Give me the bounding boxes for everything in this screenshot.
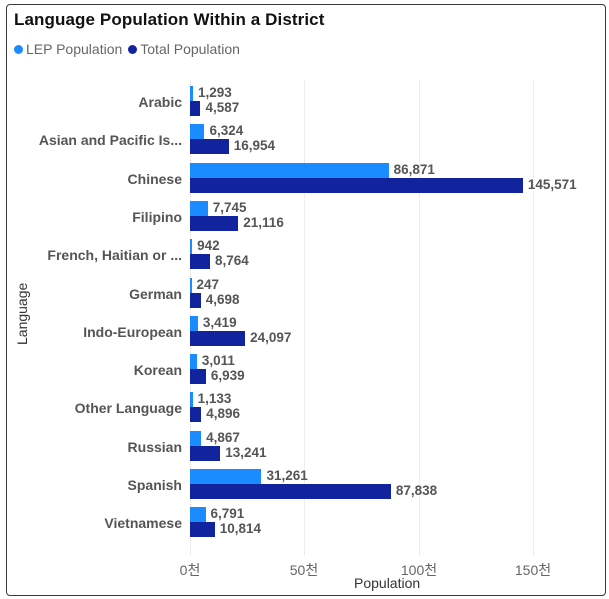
x-tick: 150천 (514, 562, 552, 578)
gridline (304, 80, 306, 555)
lep-bar[interactable] (190, 507, 206, 523)
x-tick: 100천 (400, 562, 438, 578)
lep-dot-icon (14, 44, 23, 54)
total-dot-icon (128, 44, 138, 54)
category-label: Asian and Pacific Is... (38, 132, 182, 149)
data-label: 4,867 (206, 429, 240, 445)
category-label: Korean (133, 362, 182, 379)
lep-bar[interactable] (190, 315, 198, 331)
data-label: 4,698 (205, 291, 240, 307)
data-label: 4,587 (205, 100, 240, 115)
lep-bar[interactable] (190, 124, 205, 140)
data-label: 4,896 (206, 406, 240, 422)
category-label: Russian (127, 438, 182, 455)
data-label: 8,764 (215, 253, 249, 269)
total-bar[interactable] (190, 522, 215, 538)
legend: LEP Population Total Population (14, 41, 246, 57)
lep-bar[interactable] (190, 392, 193, 408)
data-label: 21,116 (243, 214, 284, 230)
category-label: Vietnamese (104, 515, 182, 532)
total-bar[interactable] (190, 254, 211, 270)
category-label: Arabic (138, 94, 182, 110)
total-bar[interactable] (190, 407, 202, 423)
data-label: 86,871 (393, 161, 435, 177)
legend-item-total[interactable]: Total Population (128, 41, 240, 57)
data-label: 1,133 (197, 391, 232, 407)
category-label: German (129, 285, 182, 302)
lep-bar[interactable] (190, 469, 262, 484)
y-axis-label: Language (14, 282, 30, 345)
legend-label: Total Population (140, 41, 240, 57)
data-label: 6,939 (210, 368, 245, 384)
total-bar[interactable] (190, 445, 221, 461)
x-axis-label: Population (354, 575, 421, 591)
lep-bar[interactable] (190, 162, 389, 178)
lep-bar[interactable] (190, 200, 208, 216)
data-label: 145,571 (527, 176, 577, 192)
data-label: 942 (197, 238, 220, 254)
data-label: 24,097 (250, 329, 292, 345)
lep-bar[interactable] (190, 430, 202, 446)
total-bar[interactable] (190, 139, 229, 155)
data-label: 6,324 (209, 123, 244, 139)
data-label: 13,241 (225, 444, 267, 460)
x-tick: 50천 (289, 562, 319, 578)
total-bar[interactable] (190, 177, 523, 193)
chart-card (6, 4, 606, 596)
gridline (418, 80, 420, 555)
total-bar[interactable] (190, 292, 201, 308)
total-bar[interactable] (190, 215, 239, 231)
legend-label: LEP Population (26, 41, 123, 57)
category-label: Filipino (132, 208, 182, 225)
data-label: 3,011 (201, 353, 235, 369)
category-label: Other Language (74, 400, 182, 417)
total-bar[interactable] (190, 330, 246, 346)
total-bar[interactable] (190, 484, 391, 499)
data-label: 1,293 (197, 85, 232, 100)
chart-title: Language Population Within a District (14, 10, 325, 29)
lep-bar[interactable] (190, 354, 197, 370)
category-label: Spanish (127, 477, 182, 493)
data-label: 7,745 (212, 199, 247, 215)
data-label: 6,791 (210, 506, 245, 522)
lep-bar[interactable] (190, 86, 193, 101)
total-bar[interactable] (190, 101, 201, 116)
x-tick: 0천 (179, 562, 201, 578)
total-bar[interactable] (190, 369, 206, 385)
data-label: 16,954 (233, 138, 276, 154)
category-label: Indo-European (83, 323, 182, 340)
data-label: 87,838 (395, 483, 438, 498)
data-label: 247 (196, 276, 220, 292)
gridline (533, 80, 534, 555)
legend-item-lep[interactable]: LEP Population (14, 41, 122, 57)
data-label: 31,261 (266, 468, 308, 483)
data-label: 3,419 (202, 314, 237, 330)
lep-bar[interactable] (190, 277, 192, 293)
data-label: 10,814 (219, 521, 262, 537)
lep-bar[interactable] (190, 239, 193, 255)
category-label: French, Haitian or ... (47, 247, 182, 264)
category-label: Chinese (127, 170, 182, 187)
